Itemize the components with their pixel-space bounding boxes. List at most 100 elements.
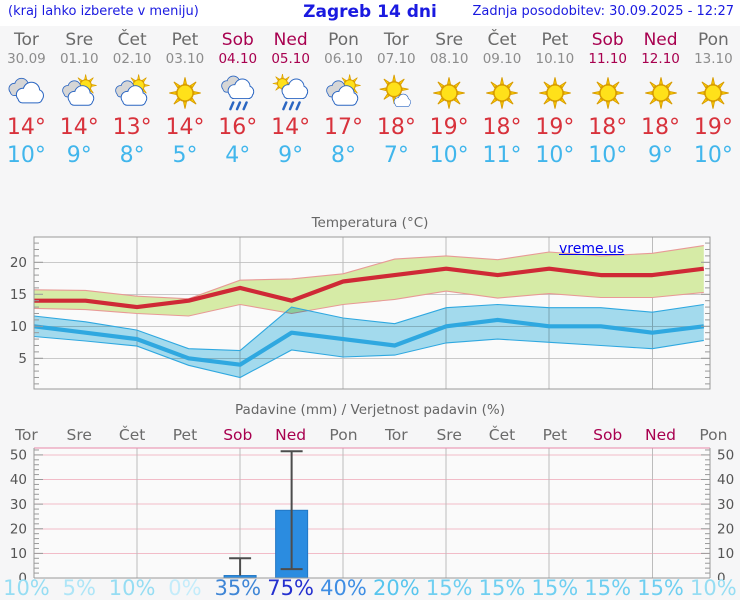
day-min-temp: 9° bbox=[278, 143, 304, 168]
temp-ytick-label: 20 bbox=[10, 255, 27, 271]
day-column: Ned 05.10 14° 9° bbox=[264, 28, 317, 169]
max-range-upper-edge bbox=[33, 245, 704, 300]
precip-day-label: Ned bbox=[645, 426, 677, 444]
day-min-temp: 4° bbox=[225, 143, 251, 168]
day-column: Sre 01.10 14° 9° bbox=[53, 28, 106, 169]
precip-probability-value: 15% bbox=[478, 576, 526, 600]
sunny-icon bbox=[634, 74, 687, 112]
day-min-temp: 10° bbox=[693, 143, 733, 168]
precip-day-label: Tor bbox=[15, 426, 38, 444]
day-date-label: 05.10 bbox=[271, 51, 310, 67]
day-max-temp: 19° bbox=[535, 115, 575, 140]
day-min-temp: 5° bbox=[172, 143, 198, 168]
precip-ytick-label-left: 40 bbox=[10, 472, 27, 488]
sun-showers-icon bbox=[264, 73, 317, 112]
vreme-us-link[interactable]: vreme.us bbox=[559, 241, 625, 257]
page-title: Zagreb 14 dni bbox=[303, 2, 437, 22]
day-name-label: Čet bbox=[117, 30, 147, 50]
day-name-label: Pet bbox=[541, 30, 569, 50]
precip-probability-value: 20% bbox=[372, 576, 420, 600]
day-name-label: Pon bbox=[697, 30, 729, 50]
precip-plot-area bbox=[34, 448, 710, 578]
day-max-temp: 14° bbox=[6, 115, 46, 140]
temp-ytick-label: 5 bbox=[18, 351, 27, 367]
day-max-temp: 18° bbox=[376, 115, 416, 140]
precip-day-label: Sob bbox=[593, 426, 623, 444]
page-header: (kraj lahko izberete v meniju) Zagreb 14… bbox=[0, 0, 740, 26]
day-date-label: 08.10 bbox=[429, 51, 469, 67]
precip-day-label: Sre bbox=[66, 426, 92, 444]
day-min-temp: 8° bbox=[119, 143, 145, 168]
precip-probability-value: 75% bbox=[267, 576, 314, 600]
partly-cloudy-icon bbox=[53, 74, 106, 112]
day-date-label: 12.10 bbox=[641, 51, 680, 67]
day-max-temp: 16° bbox=[218, 115, 258, 140]
precip-probability-value: 15% bbox=[637, 576, 684, 600]
day-max-temp: 14° bbox=[59, 115, 99, 140]
precip-ytick-label-right: 50 bbox=[717, 448, 734, 464]
precip-probability-value: 0% bbox=[168, 576, 202, 600]
min-range-lower-edge bbox=[33, 335, 704, 379]
precip-ytick-label-right: 20 bbox=[717, 521, 734, 537]
sunny-icon bbox=[528, 74, 581, 112]
day-min-temp: 8° bbox=[330, 143, 356, 168]
precip-probability-value: 15% bbox=[425, 576, 473, 600]
day-date-label: 02.10 bbox=[112, 51, 152, 67]
day-max-temp: 14° bbox=[165, 115, 205, 140]
partly-cloudy-icon bbox=[106, 74, 159, 112]
menu-hint-text: (kraj lahko izberete v meniju) bbox=[8, 4, 199, 19]
cloudy-icon bbox=[0, 74, 53, 112]
day-name-label: Sre bbox=[65, 30, 94, 50]
day-min-temp: 7° bbox=[383, 143, 409, 168]
day-name-label: Ned bbox=[643, 30, 678, 50]
precip-day-label: Čet bbox=[118, 426, 146, 444]
day-min-temp: 10° bbox=[535, 143, 575, 168]
precip-day-label: Sre bbox=[436, 426, 462, 444]
day-name-label: Tor bbox=[383, 30, 409, 50]
day-date-label: 01.10 bbox=[59, 51, 99, 67]
precipitation-chart: 0 0 10 10 20 20 30 30 40 40 50 50 bbox=[10, 447, 734, 580]
last-update-text: Zadnja posodobitev: 30.09.2025 - 12:27 bbox=[472, 4, 734, 19]
min-range-upper-edge bbox=[33, 303, 704, 352]
day-max-temp: 13° bbox=[112, 115, 152, 140]
day-min-temp: 10° bbox=[429, 143, 469, 168]
day-min-temp: 11° bbox=[482, 143, 522, 168]
day-column: Pet 03.10 14° 5° bbox=[159, 28, 212, 169]
day-min-temp: 10° bbox=[6, 143, 46, 168]
day-column: Ned 12.10 18° 9° bbox=[634, 28, 687, 169]
day-name-label: Čet bbox=[487, 30, 517, 50]
day-date-label: 03.10 bbox=[165, 51, 205, 67]
precip-probability-value: 15% bbox=[584, 576, 632, 600]
precip-day-label: Pon bbox=[329, 426, 358, 444]
day-max-temp: 19° bbox=[429, 115, 469, 140]
precip-probability-value: 10% bbox=[3, 576, 50, 600]
day-column: Čet 09.10 18° 11° bbox=[476, 28, 529, 169]
day-min-temp: 9° bbox=[648, 143, 674, 168]
day-column: Sob 04.10 16° 4° bbox=[211, 28, 264, 169]
day-max-temp: 18° bbox=[641, 115, 681, 140]
day-column: Pet 10.10 19° 10° bbox=[528, 28, 581, 169]
precip-ytick-label-left: 50 bbox=[10, 448, 27, 464]
day-name-label: Sob bbox=[221, 30, 254, 50]
day-column: Sre 08.10 19° 10° bbox=[423, 28, 476, 169]
precip-probability-value: 35% bbox=[214, 576, 262, 600]
day-column: Pon 06.10 17° 8° bbox=[317, 28, 370, 169]
precip-ytick-label-left: 30 bbox=[10, 497, 27, 513]
day-date-label: 30.09 bbox=[7, 51, 46, 67]
day-column: Pon 13.10 19° 10° bbox=[687, 28, 740, 169]
precip-probability-value: 5% bbox=[62, 576, 96, 600]
precip-day-label: Tor bbox=[384, 426, 408, 444]
day-name-label: Pet bbox=[171, 30, 199, 50]
sunny-icon bbox=[581, 74, 634, 112]
precip-day-label: Čet bbox=[488, 426, 516, 444]
sunny-icon bbox=[476, 74, 529, 112]
precip-probability-value: 10% bbox=[108, 576, 156, 600]
precip-day-label: Ned bbox=[275, 426, 307, 444]
precip-probability-value: 10% bbox=[690, 576, 737, 600]
precip-probability-value: 15% bbox=[531, 576, 579, 600]
day-date-label: 11.10 bbox=[588, 51, 628, 67]
precip-probability-value: 40% bbox=[320, 576, 367, 600]
temp-max-line bbox=[34, 266, 705, 310]
precip-ytick-label-right: 10 bbox=[717, 546, 734, 562]
